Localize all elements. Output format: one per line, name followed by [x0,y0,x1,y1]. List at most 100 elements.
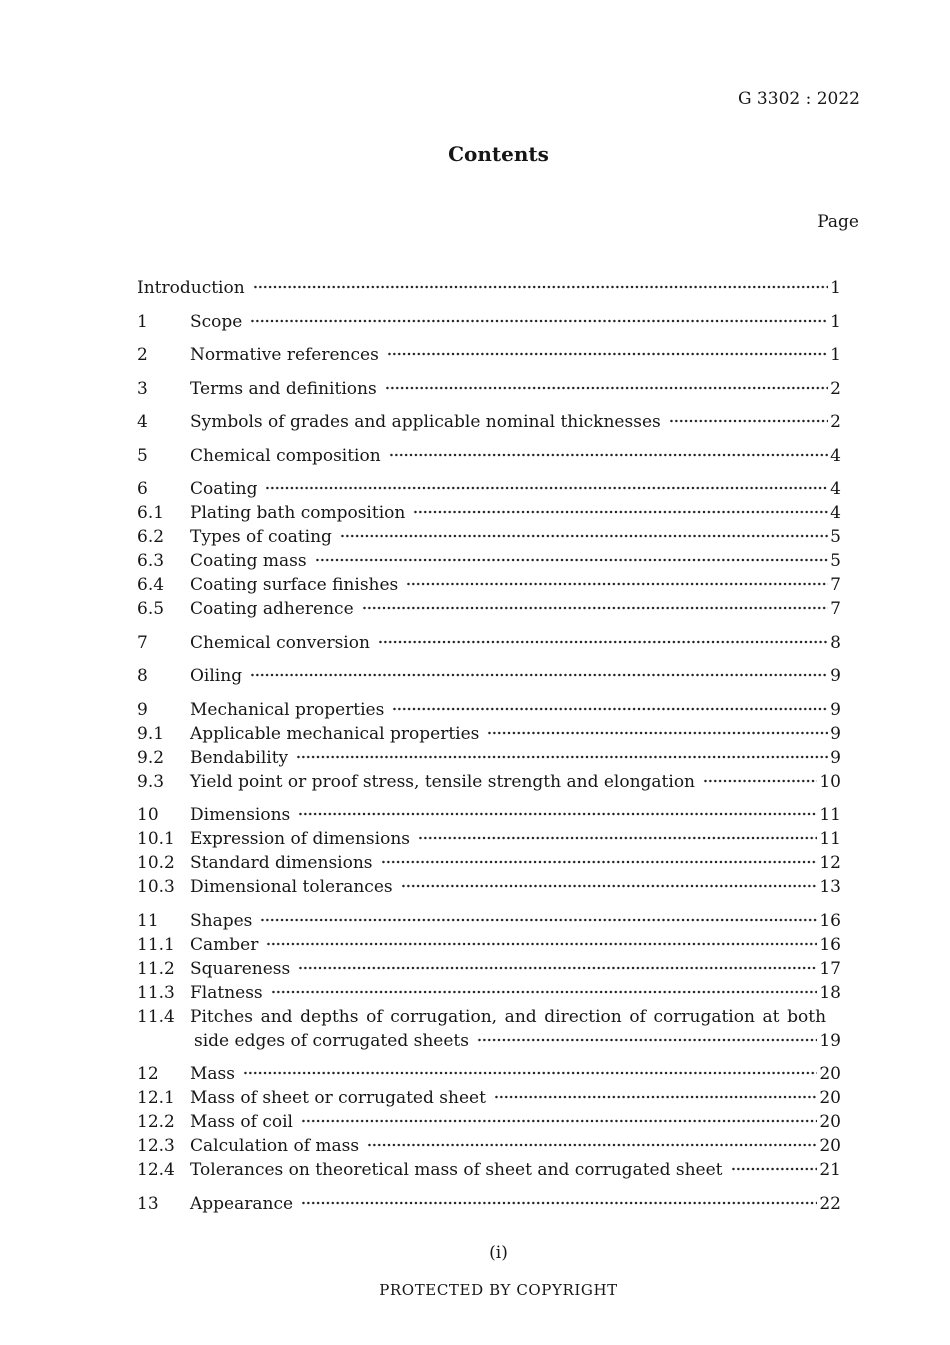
table-of-contents: Introduction 1 1 Scope 1 2 Normative reference… [137,276,841,1216]
toc-entry-title: Camber [190,934,259,955]
dot-leader [301,1196,818,1209]
toc-entry-page: 2 [830,412,841,432]
dot-leader [386,348,829,360]
toc-entry-title: Dimensions [190,805,291,825]
dot-leader [250,314,829,327]
toc-entry-number: 6.5 [137,599,165,619]
toc-entry-page: 13 [819,877,841,897]
toc-entry-title: Dimensional tolerances [190,877,393,897]
toc-entry-line2: side edges of corrugated sheets 19 [137,1029,841,1053]
toc-entry: 11.2 Squareness 17 [137,957,841,981]
toc-entry: 6.4 Coating surface finishes 7 [137,573,841,597]
toc-entry-page: 16 [819,910,841,931]
toc-entry: 6.1 Plating bath composition 4 [137,501,841,525]
toc-entry: 11 Shapes 16 [137,909,841,933]
toc-entry: 8 Oiling 9 [137,664,841,688]
toc-entry-page: 5 [830,527,841,547]
toc-entry-title: Oiling [190,666,243,686]
toc-entry-page: 9 [830,747,841,768]
toc-entry-title: Scope [190,311,243,332]
toc-entry-title: Appearance [190,1193,294,1214]
toc-entry-page: 11 [819,805,841,825]
toc-entry-line1: 11.4 Pitches and depths of corrugation, a… [137,1005,841,1029]
toc-entry-title: Normative references [190,345,379,365]
dot-leader [377,635,829,648]
toc-entry-number: 10.2 [137,853,175,873]
toc-entry-title: Mechanical properties [190,699,385,720]
dot-leader [730,1163,818,1175]
toc-entry-page: 21 [819,1160,841,1180]
toc-entry-page: 12 [819,853,841,873]
toc-entry-title: Shapes [190,910,253,931]
toc-entry-title: Mass [190,1064,235,1084]
toc-entry-number: 13 [137,1193,159,1214]
toc-entry-page: 10 [819,771,841,792]
toc-entry-title: Terms and definitions [190,378,377,399]
toc-entry: 10 Dimensions 11 [137,803,841,827]
toc-entry-number: 9.2 [137,747,165,768]
folio-page-number: (i) [489,1243,508,1263]
toc-entry: 11.4 Pitches and depths of corrugation, a… [137,1005,841,1053]
toc-entry-page: 8 [830,632,841,653]
toc-entry-page: 9 [830,699,841,720]
toc-entry-number: 12.3 [137,1136,175,1156]
contents-title: Contents [448,142,549,166]
toc-entry: 13 Appearance 22 [137,1192,841,1216]
toc-entry: 6 Coating 4 [137,477,841,501]
dot-leader [703,774,818,787]
dot-leader [300,1115,818,1127]
toc-entry-page: 20 [819,1136,841,1156]
toc-entry-page: 4 [830,503,841,523]
toc-entry-number: 6 [137,479,148,499]
toc-entry-number: 3 [137,378,148,399]
toc-entry-number: 5 [137,445,148,466]
toc-entry-number: 6.2 [137,527,165,547]
toc-entry-page: 16 [819,934,841,955]
toc-entry: 12 Mass 20 [137,1062,841,1086]
toc-entry-number: 4 [137,412,148,432]
toc-entry-number: 1 [137,311,148,332]
toc-entry-page: 19 [819,1030,841,1051]
dot-leader [487,726,829,739]
toc-entry-title: Standard dimensions [190,853,373,873]
dot-leader [367,1139,818,1151]
toc-entry-number: 11 [137,910,159,931]
toc-entry-page: 1 [830,311,841,332]
toc-entry: 9.2 Bendability 9 [137,746,841,770]
dot-leader [265,482,829,494]
toc-entry-page: 1 [830,278,841,298]
toc-entry-number: 7 [137,632,148,653]
toc-entry-title: Expression of dimensions [190,829,410,849]
toc-entry-number: 12.1 [137,1088,175,1108]
toc-entry-title: Mass of sheet or corrugated sheet [190,1088,486,1108]
toc-entry-number: 11.3 [137,982,175,1003]
dot-leader [380,856,818,868]
toc-entry-number: 10.3 [137,877,175,897]
toc-entry: 12.3 Calculation of mass 20 [137,1134,841,1158]
toc-entry-title: Introduction [137,278,245,298]
toc-entry: 12.4 Tolerances on theoretical mass of sh… [137,1158,841,1182]
toc-entry-page: 5 [830,551,841,571]
toc-entry: 9 Mechanical properties 9 [137,698,841,722]
toc-entry-number: 6.1 [137,503,165,523]
toc-entry-title: Coating [190,479,258,499]
toc-entry-title: Pitches and depths of corrugation, and d… [190,1006,827,1027]
toc-entry: 12.2 Mass of coil 20 [137,1110,841,1134]
copyright-notice: PROTECTED BY COPYRIGHT [379,1281,618,1299]
toc-entry-page: 7 [830,575,841,595]
toc-entry-number: 6.3 [137,551,165,571]
toc-entry-number: 10 [137,805,159,825]
dot-leader [243,1067,818,1079]
dot-leader [250,669,829,681]
toc-entry-page: 17 [819,958,841,979]
dot-leader [418,832,818,844]
toc-entry: 1 Scope 1 [137,310,841,334]
toc-entry-title: Flatness [190,982,263,1003]
dot-leader [252,281,829,293]
dot-leader [413,506,829,518]
toc-entry-page: 9 [830,723,841,744]
dot-leader [260,913,818,926]
standard-number: G 3302 : 2022 [737,89,860,109]
toc-entry: 6.2 Types of coating 5 [137,525,841,549]
